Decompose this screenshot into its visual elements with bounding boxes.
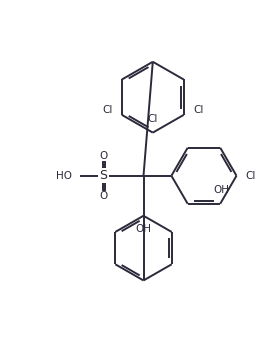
Text: Cl: Cl — [148, 114, 158, 124]
Text: OH: OH — [136, 224, 151, 234]
Text: Cl: Cl — [102, 105, 113, 115]
Text: O: O — [100, 151, 108, 161]
Text: S: S — [99, 169, 107, 182]
Text: HO: HO — [56, 171, 72, 181]
Text: O: O — [100, 191, 108, 201]
Text: OH: OH — [214, 185, 230, 195]
Text: Cl: Cl — [246, 171, 256, 181]
Text: Cl: Cl — [193, 105, 203, 115]
